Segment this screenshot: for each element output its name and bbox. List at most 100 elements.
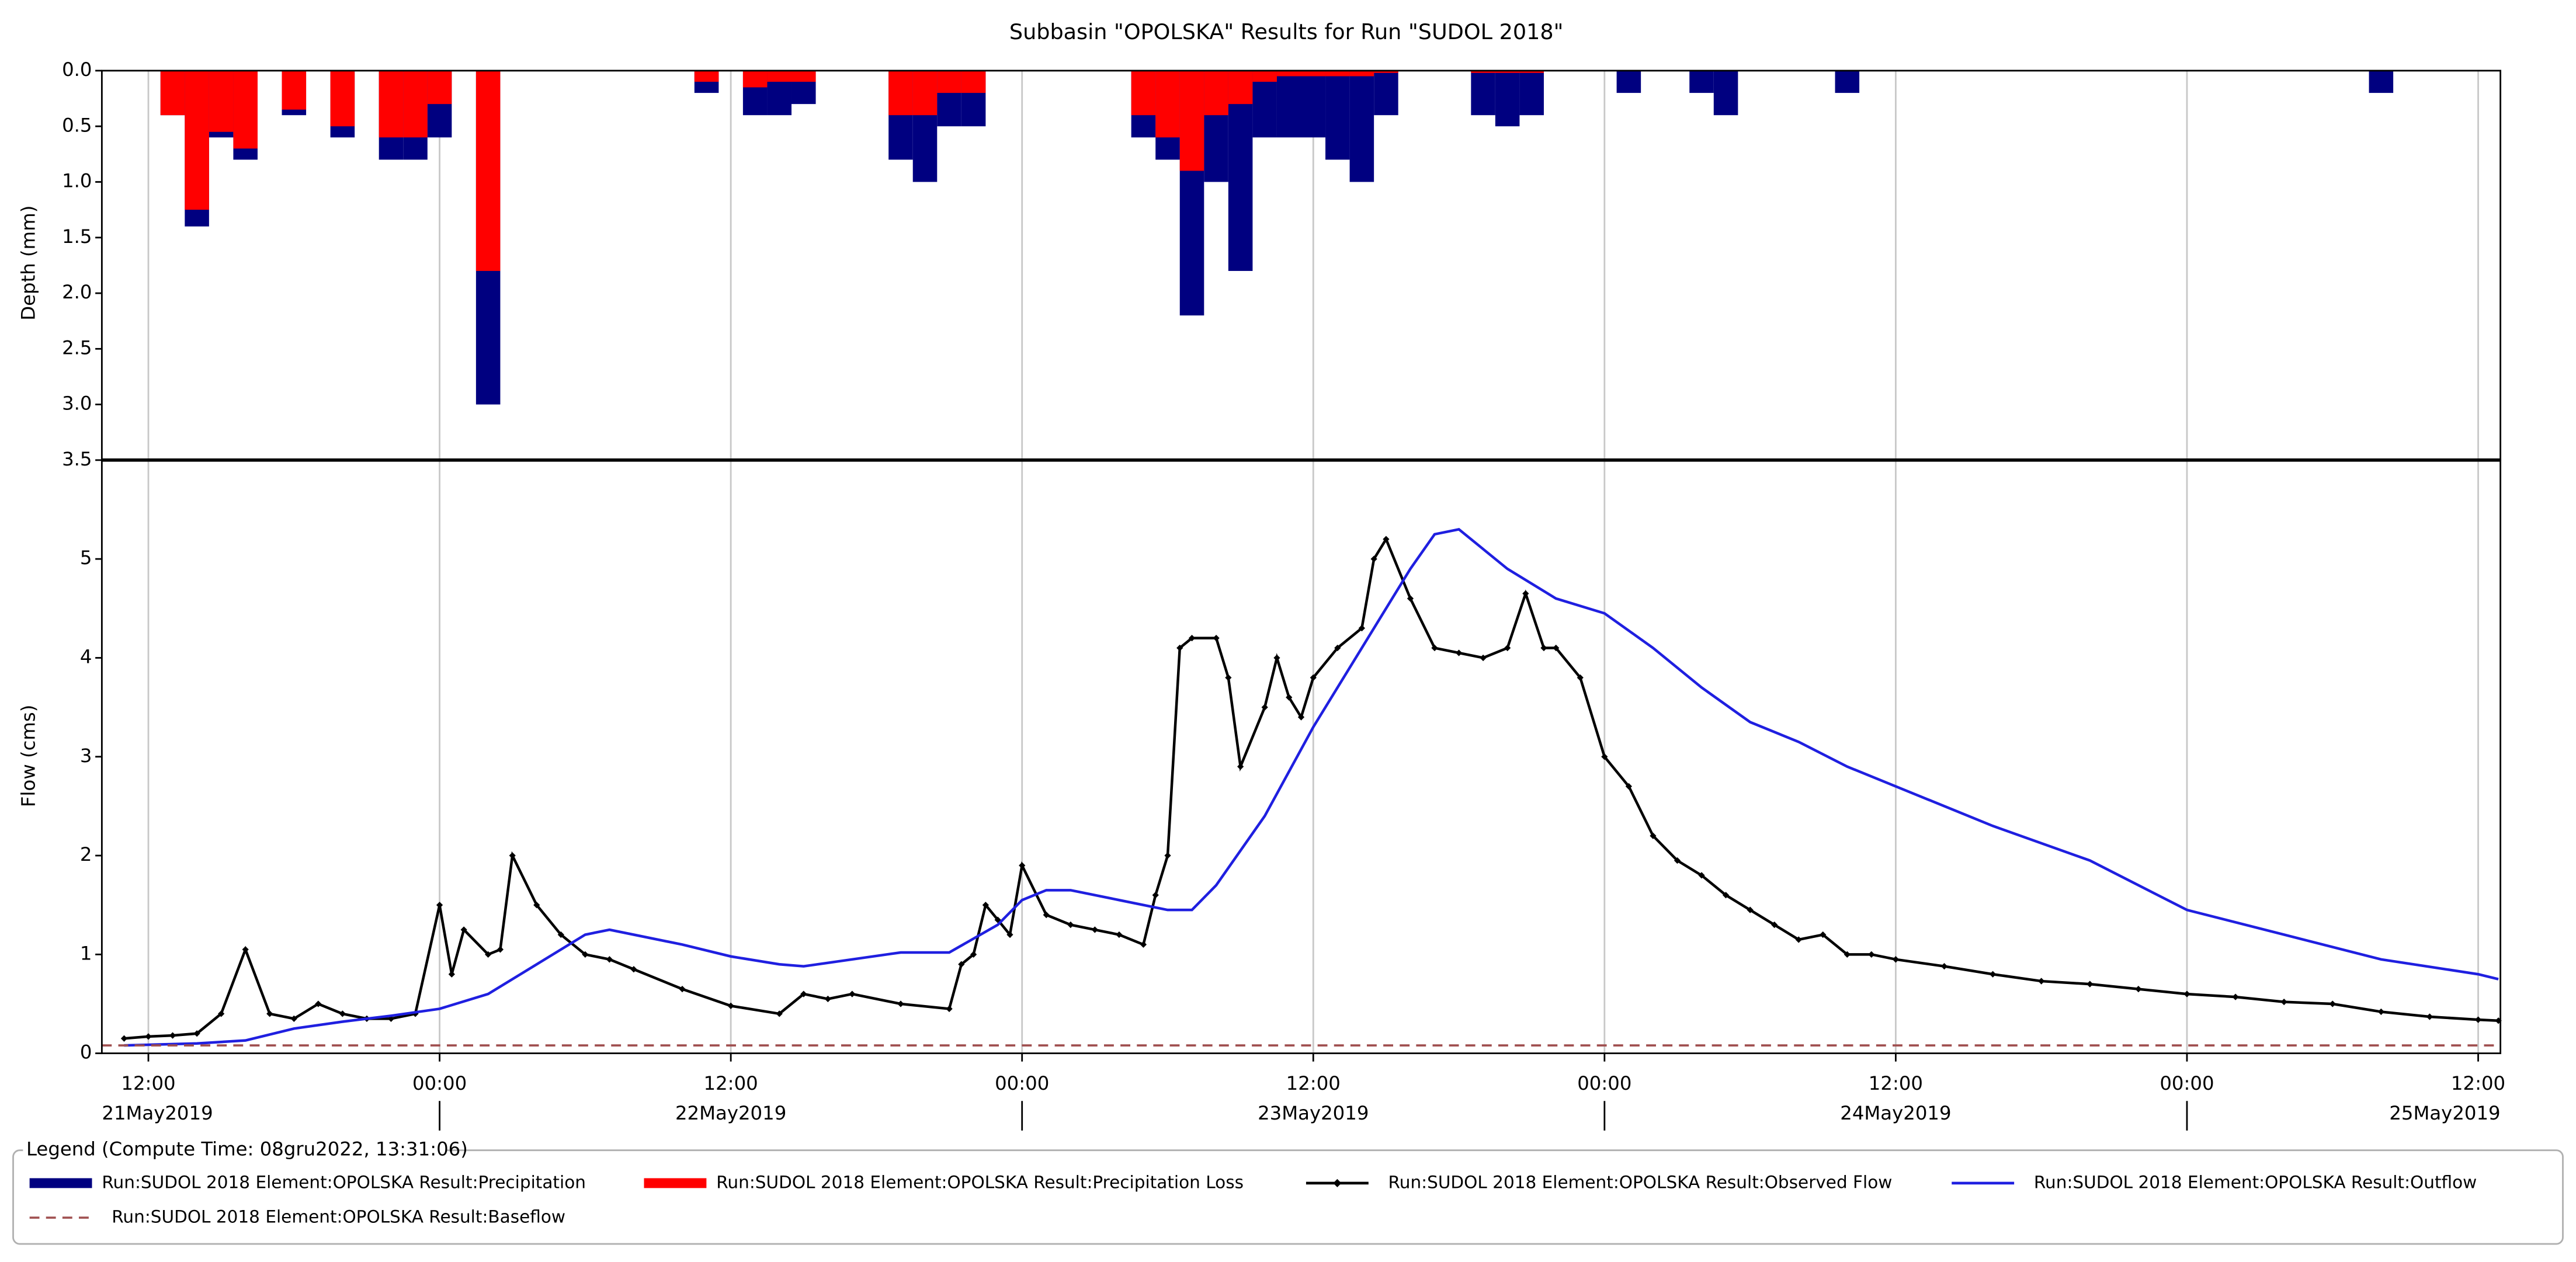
point-marker <box>2329 1000 2336 1007</box>
y-tick-label: 1.0 <box>62 170 92 192</box>
y-tick-label: 2.5 <box>62 336 92 359</box>
point-marker <box>1176 644 1183 652</box>
bar <box>1252 70 1277 138</box>
legend-label: Run:SUDOL 2018 Element:OPOLSKA Result:Ou… <box>2034 1172 2477 1192</box>
bar <box>1471 70 1495 73</box>
bar <box>209 70 234 132</box>
x-tick-label: 00:00 <box>1577 1072 1631 1094</box>
legend-marker <box>1333 1178 1342 1187</box>
point-marker <box>2377 1008 2384 1016</box>
y-tick-label: 1 <box>80 942 92 964</box>
series-line <box>124 536 2499 1040</box>
bar <box>1374 70 1398 116</box>
point-marker <box>1237 763 1244 770</box>
point-marker <box>800 990 807 997</box>
bar <box>1495 70 1520 73</box>
y-tick-label: 3 <box>80 745 92 767</box>
bar <box>1495 70 1520 127</box>
point-marker <box>1091 926 1098 933</box>
bar <box>427 70 452 105</box>
point-marker <box>1358 625 1365 632</box>
point-marker <box>1188 634 1196 642</box>
point-marker <box>145 1033 152 1040</box>
y-axis-label: Depth (mm) <box>18 206 40 321</box>
bar <box>1519 70 1544 73</box>
point-marker <box>1225 674 1232 681</box>
bar <box>1349 70 1374 182</box>
bar <box>1519 70 1544 116</box>
point-marker <box>448 971 455 978</box>
bar <box>1131 70 1156 116</box>
point-marker <box>606 956 613 963</box>
point-marker <box>1577 674 1584 681</box>
point-marker <box>1625 783 1633 790</box>
point-marker <box>1795 936 1802 943</box>
point-marker <box>485 951 492 958</box>
point-marker <box>1152 892 1159 899</box>
point-marker <box>1892 956 1900 963</box>
y-tick-label: 0.0 <box>62 58 92 81</box>
point-marker <box>1553 644 1560 652</box>
point-marker <box>1698 872 1705 879</box>
y-tick-label: 2.0 <box>62 281 92 303</box>
point-marker <box>1067 921 1074 929</box>
bar <box>379 70 404 138</box>
point-marker <box>1868 951 1875 958</box>
bar <box>475 70 501 271</box>
point-marker <box>120 1035 128 1042</box>
point-marker <box>436 902 443 909</box>
bar <box>1835 70 1860 93</box>
y-tick-label: 1.5 <box>62 225 92 248</box>
point-marker <box>1334 644 1341 652</box>
date-label: 24May2019 <box>1840 1102 1951 1124</box>
point-marker <box>266 1010 273 1017</box>
x-tick-label: 00:00 <box>2160 1072 2214 1094</box>
bar <box>694 70 719 82</box>
bar <box>767 70 792 82</box>
bar <box>1276 70 1301 77</box>
point-marker <box>958 961 965 968</box>
date-label: 22May2019 <box>675 1102 786 1124</box>
point-marker <box>1820 931 1827 938</box>
date-label: 23May2019 <box>1258 1102 1369 1124</box>
point-marker <box>2038 978 2045 985</box>
point-marker <box>1164 852 1171 859</box>
point-marker <box>2280 998 2287 1006</box>
legend-swatch <box>29 1178 92 1188</box>
point-marker <box>1540 644 1547 652</box>
x-tick-label: 00:00 <box>412 1072 467 1094</box>
point-marker <box>290 1015 297 1023</box>
point-marker <box>509 852 516 859</box>
bar <box>185 70 209 210</box>
bar <box>330 70 355 127</box>
point-marker <box>193 1030 200 1037</box>
point-marker <box>1043 912 1050 919</box>
bar <box>1325 70 1350 77</box>
date-label: 21May2019 <box>102 1102 213 1124</box>
point-marker <box>1286 694 1293 701</box>
y-axis-label: Flow (cms) <box>18 705 40 808</box>
legend-swatch <box>644 1178 707 1188</box>
bar <box>403 70 428 138</box>
bar <box>1301 70 1326 77</box>
point-marker <box>1504 644 1511 652</box>
point-marker <box>897 1000 904 1007</box>
point-marker <box>2474 1016 2482 1023</box>
point-marker <box>497 946 504 953</box>
bar <box>912 70 938 116</box>
legend-label: Run:SUDOL 2018 Element:OPOLSKA Result:Pr… <box>716 1172 1244 1192</box>
bar <box>1471 70 1495 116</box>
point-marker <box>1006 931 1013 938</box>
point-marker <box>1522 590 1529 597</box>
point-marker <box>1650 832 1657 839</box>
point-marker <box>2183 990 2190 997</box>
bar <box>160 70 185 116</box>
bar <box>233 70 258 149</box>
y-tick-label: 3.0 <box>62 392 92 415</box>
series-line <box>124 527 2499 1047</box>
legend-title: Legend (Compute Time: 08gru2022, 13:31:0… <box>26 1138 468 1160</box>
point-marker <box>727 1002 734 1010</box>
x-tick-label: 12:00 <box>1286 1072 1341 1094</box>
point-marker <box>557 931 564 938</box>
